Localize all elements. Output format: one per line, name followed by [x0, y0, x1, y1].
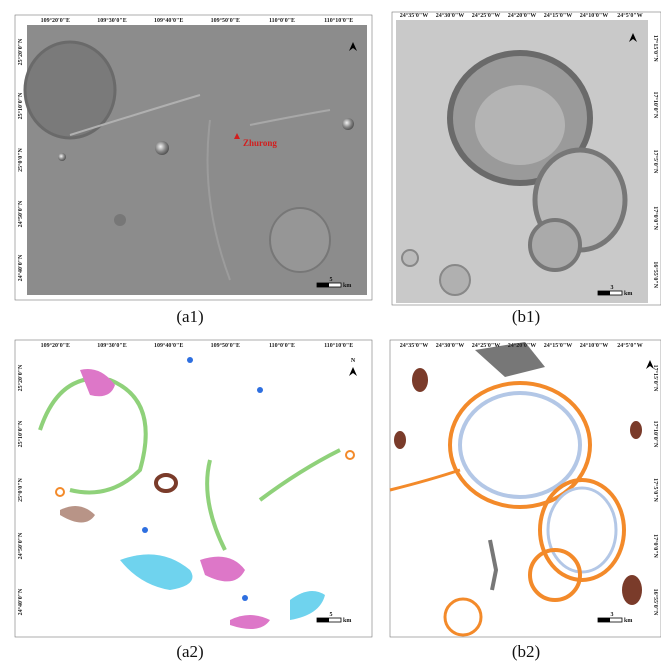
y-tick-label: 17°10'0"N: [652, 92, 659, 119]
y-tick-label: 25°10'0"N: [17, 420, 24, 447]
x-tick-label: 109°40'0"E: [154, 342, 183, 349]
panel-label: (a2): [176, 642, 203, 661]
scale-value: 5: [330, 612, 333, 618]
scale-value: 3: [611, 285, 614, 291]
x-tick-label: 109°50'0"E: [211, 17, 240, 24]
y-tick-label: 25°0'0"N: [17, 477, 24, 501]
y-tick-label: 17°15'0"N: [652, 365, 659, 392]
north-label: N: [351, 358, 356, 364]
x-tick-label: 109°30'0"E: [97, 17, 126, 24]
x-tick-label: 109°40'0"E: [154, 17, 183, 24]
scale-unit: km: [624, 291, 632, 297]
x-tick-label: 110°0'0"E: [269, 17, 295, 24]
y-tick-label: 25°20'0"N: [17, 364, 24, 391]
x-tick-label: 24°10'0"W: [580, 12, 608, 19]
x-tick-label: 109°20'0"E: [41, 17, 70, 24]
scale-bar-fill: [317, 283, 329, 287]
x-tick-label: 24°25'0"W: [472, 12, 500, 19]
x-tick-label: 109°30'0"E: [97, 342, 126, 349]
x-tick-label: 24°20'0"W: [508, 342, 536, 349]
panel-label: (b2): [512, 642, 540, 661]
y-tick-label: 16°55'0"N: [652, 589, 659, 616]
x-tick-label: 110°10'0"E: [324, 342, 353, 349]
y-tick-label: 24°40'0"N: [17, 588, 24, 615]
y-tick-label: 25°0'0"N: [17, 147, 24, 171]
site-annotation: Zhurong: [243, 138, 277, 148]
x-tick-label: 24°15'0"W: [544, 12, 572, 19]
scale-value: 3: [611, 612, 614, 618]
y-tick-label: 17°5'0"N: [652, 478, 659, 502]
x-tick-label: 24°15'0"W: [544, 342, 572, 349]
y-tick-label: 17°0'0"N: [652, 206, 659, 230]
x-tick-label: 24°5'0"W: [617, 12, 642, 19]
scale-bar-fill: [598, 618, 610, 622]
y-tick-label: 17°15'0"N: [652, 35, 659, 62]
y-tick-label: 16°55'0"N: [652, 261, 659, 288]
x-tick-label: 24°25'0"W: [472, 342, 500, 349]
scale-unit: km: [624, 618, 632, 624]
scale-value: 5: [330, 277, 333, 283]
y-tick-label: 17°10'0"N: [652, 421, 659, 448]
figure: 109°20'0"E 109°30'0"E 109°40'0"E 109°50'0"E…: [0, 0, 661, 669]
x-tick-label: 24°30'0"W: [436, 12, 464, 19]
x-tick-label: 109°50'0"E: [211, 342, 240, 349]
scale-bar-fill: [598, 291, 610, 295]
map-a2: [15, 340, 372, 637]
image-a1: [15, 15, 372, 300]
panel-label: (a1): [176, 307, 203, 326]
map-b2: [390, 340, 661, 637]
y-tick-label: 24°40'0"N: [17, 254, 24, 281]
x-tick-label: 24°30'0"W: [436, 342, 464, 349]
y-tick-label: 24°50'0"N: [17, 200, 24, 227]
y-tick-label: 25°10'0"N: [17, 92, 24, 119]
scale-unit: km: [343, 618, 351, 624]
x-tick-label: 110°0'0"E: [269, 342, 295, 349]
x-tick-label: 24°20'0"W: [508, 12, 536, 19]
scale-unit: km: [343, 283, 351, 289]
scale-bar-fill: [317, 618, 329, 622]
x-tick-label: 24°35'0"W: [400, 342, 428, 349]
y-tick-label: 25°20'0"N: [17, 38, 24, 65]
y-tick-label: 24°50'0"N: [17, 532, 24, 559]
y-tick-label: 17°5'0"N: [652, 150, 659, 174]
x-tick-label: 24°10'0"W: [580, 342, 608, 349]
x-tick-label: 24°5'0"W: [617, 342, 642, 349]
panel-label: (b1): [512, 307, 540, 326]
y-tick-label: 17°0'0"N: [652, 534, 659, 558]
x-tick-label: 24°35'0"W: [400, 12, 428, 19]
image-b1: [392, 12, 661, 305]
x-tick-label: 110°10'0"E: [324, 17, 353, 24]
x-tick-label: 109°20'0"E: [41, 342, 70, 349]
